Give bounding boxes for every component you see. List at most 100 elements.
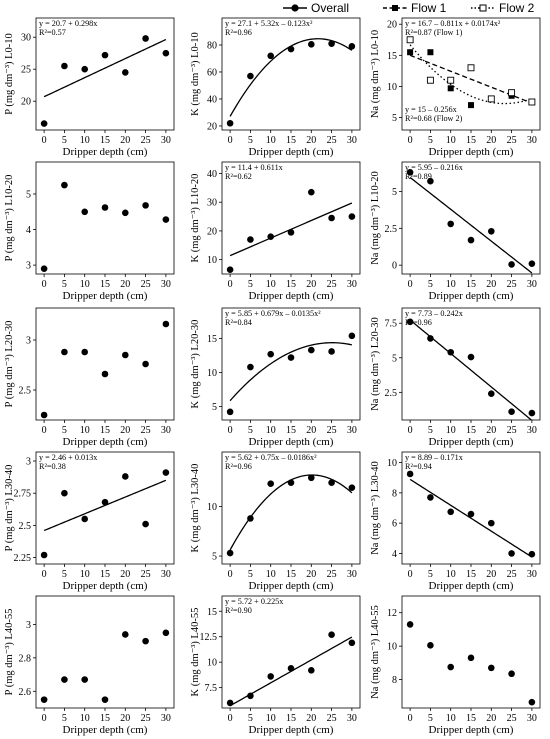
data-point-overall xyxy=(328,40,335,47)
data-point-overall xyxy=(487,664,495,672)
equation-annotation: y = 8.89 – 0.171x xyxy=(405,453,463,462)
data-point-overall xyxy=(121,209,129,217)
panel-2-0: 0 5 10 15 20 25 30 2.5 3 Dripper depth (cm) P (mg … xyxy=(4,307,175,448)
x-tick-label: 5 xyxy=(428,569,433,580)
x-tick-label: 30 xyxy=(161,713,171,724)
data-point-overall xyxy=(287,45,295,53)
y-tick-label: 3 xyxy=(26,336,31,347)
x-tick-label: 10 xyxy=(446,713,456,724)
data-point-overall xyxy=(226,699,234,707)
x-tick-label: 20 xyxy=(306,279,316,290)
data-point-overall xyxy=(226,266,234,273)
x-axis-label: Dripper depth (cm) xyxy=(429,290,514,302)
data-point-overall xyxy=(61,181,68,189)
data-point-overall xyxy=(162,49,170,57)
x-tick-label: 15 xyxy=(100,569,110,580)
data-point-overall xyxy=(40,551,48,559)
data-point-overall xyxy=(467,236,475,244)
y-tick-label: 3 xyxy=(26,261,31,272)
x-tick-label: 25 xyxy=(327,135,337,146)
data-point-overall xyxy=(508,408,515,416)
data-point-overall xyxy=(247,515,254,522)
x-tick-label: 10 xyxy=(266,425,276,436)
data-point-overall xyxy=(101,370,109,378)
x-tick-label: 5 xyxy=(248,425,253,436)
x-axis-label: Dripper depth (cm) xyxy=(249,290,334,302)
y-axis-label: P (mg dm⁻³) L30-40 xyxy=(4,465,15,552)
x-tick-label: 5 xyxy=(428,135,433,146)
y-axis-label: P (mg dm⁻³) L40-55 xyxy=(4,609,15,696)
x-tick-label: 20 xyxy=(486,425,496,436)
x-tick-label: 10 xyxy=(80,713,90,724)
equation-annotation: R²=0.94 xyxy=(405,462,432,471)
legend: Overall Flow 1 Flow 2 xyxy=(0,0,550,16)
y-tick-label: 3 xyxy=(26,620,31,631)
y-tick-label: 12.5 xyxy=(200,632,218,643)
panel-0-1: 0 5 10 15 20 25 30 20 40 60 80 Dripper depth (cm) K … xyxy=(190,17,361,158)
data-point-overall xyxy=(287,229,295,236)
data-point-overall xyxy=(267,350,275,358)
data-point-flow-2 xyxy=(447,76,455,84)
y-tick-label: 30 xyxy=(21,33,31,44)
x-tick-label: 30 xyxy=(347,279,357,290)
panel-0-0: 0 5 10 15 20 25 30 20 25 30 Dripper depth (cm) P (m… xyxy=(4,17,175,158)
y-tick-label: 20 xyxy=(387,20,397,31)
y-axis-label: Na (mg dm⁻³) L40-55 xyxy=(370,605,381,699)
legend-overall-label: Overall xyxy=(311,1,350,15)
x-tick-label: 25 xyxy=(141,713,151,724)
equation-annotation: y = 2.46 + 0.013x xyxy=(39,453,97,462)
data-point-overall xyxy=(427,335,434,342)
data-point-overall xyxy=(427,177,434,185)
equation-annotation: y = 5.85 + 0.679x – 0.0135x² xyxy=(225,309,321,318)
data-point-overall xyxy=(121,631,129,638)
data-point-flow-1 xyxy=(447,85,454,92)
data-point-overall xyxy=(406,470,414,478)
x-axis-label: Dripper depth (cm) xyxy=(249,146,334,158)
y-tick-label: 2.5 xyxy=(19,521,32,532)
x-tick-label: 5 xyxy=(248,713,253,724)
x-tick-label: 0 xyxy=(408,135,413,146)
data-point-overall xyxy=(307,667,315,674)
data-point-flow-2 xyxy=(426,76,434,84)
fit-line-overall xyxy=(229,342,353,402)
data-point-flow-1 xyxy=(407,49,414,56)
x-tick-label: 30 xyxy=(347,135,357,146)
y-tick-label: 5 xyxy=(212,402,217,413)
equation-annotation: y = 5.72 + 0.225x xyxy=(225,597,283,606)
y-tick-label: 2.5 xyxy=(19,386,32,397)
data-point-overall xyxy=(406,169,414,176)
data-point-overall xyxy=(81,676,89,683)
equation-annotation: y = 15 – 0.256x xyxy=(405,105,457,114)
x-tick-label: 15 xyxy=(286,425,296,436)
y-tick-label: 80 xyxy=(207,40,217,51)
data-point-overall xyxy=(348,484,356,491)
x-tick-label: 20 xyxy=(486,279,496,290)
data-point-overall xyxy=(406,621,414,628)
data-point-overall xyxy=(267,52,275,60)
equation-annotation: y = 27.1 + 5.32x – 0.123x² xyxy=(225,19,313,28)
data-point-overall xyxy=(162,469,170,476)
x-tick-label: 25 xyxy=(507,279,517,290)
x-tick-label: 0 xyxy=(42,135,47,146)
x-axis-label: Dripper depth (cm) xyxy=(429,724,514,736)
x-tick-label: 5 xyxy=(62,425,67,436)
fit-line-overall xyxy=(409,319,533,420)
x-axis-label: Dripper depth (cm) xyxy=(63,436,148,448)
x-tick-label: 10 xyxy=(266,279,276,290)
x-tick-label: 20 xyxy=(486,569,496,580)
x-tick-label: 10 xyxy=(266,569,276,580)
y-tick-label: 15 xyxy=(207,607,217,618)
y-tick-label: 15 xyxy=(207,334,217,345)
x-tick-label: 0 xyxy=(42,569,47,580)
y-tick-label: 20 xyxy=(207,121,217,132)
data-point-overall xyxy=(328,479,335,487)
panel-frame xyxy=(401,595,541,709)
panel-4-2: 0 5 10 15 20 25 30 8 10 12 Dripper depth (cm) Na (m… xyxy=(370,595,541,736)
y-tick-label: 6 xyxy=(392,519,397,530)
y-tick-label: 2.25 xyxy=(14,553,32,564)
data-point-overall xyxy=(162,216,170,223)
y-axis-label: Na (mg dm⁻³) L20-30 xyxy=(370,317,381,411)
x-tick-label: 10 xyxy=(446,279,456,290)
